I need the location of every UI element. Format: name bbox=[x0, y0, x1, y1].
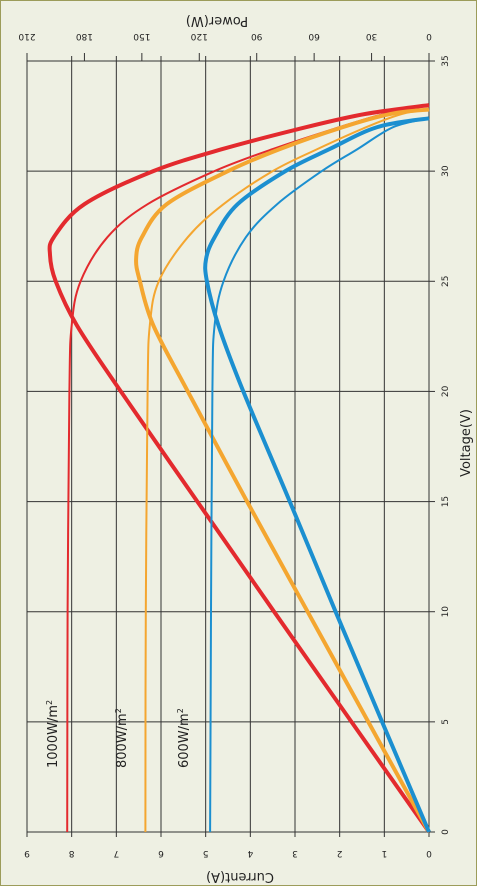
x-tick-label: 30 bbox=[441, 165, 451, 177]
power-tick-label: 90 bbox=[251, 31, 263, 41]
irradiance-label-0: 1000W/m2 bbox=[45, 700, 61, 768]
current-tick-label: 0 bbox=[426, 848, 432, 858]
irradiance-label-base: 800W/m bbox=[115, 713, 130, 768]
grid bbox=[26, 53, 435, 837]
current-tick-label: 7 bbox=[113, 848, 119, 858]
irradiance-label-2: 600W/m2 bbox=[176, 708, 192, 768]
power-tick-label: 0 bbox=[426, 31, 432, 41]
x-tick-label: 25 bbox=[441, 276, 451, 287]
x-tick-label: 35 bbox=[441, 55, 451, 66]
x-tick-label: 5 bbox=[441, 719, 451, 725]
current-tick-label: 6 bbox=[158, 848, 164, 858]
irradiance-label-base: 1000W/m bbox=[46, 705, 61, 768]
power-tick-label: 60 bbox=[308, 31, 320, 41]
irradiance-label-base: 600W/m bbox=[177, 713, 192, 768]
current-tick-label: 2 bbox=[337, 848, 343, 858]
irradiance-label-1: 800W/m2 bbox=[114, 708, 130, 768]
irradiance-label-sup: 2 bbox=[45, 700, 54, 705]
current-tick-label: 5 bbox=[203, 848, 209, 858]
x-tick-label: 10 bbox=[441, 606, 451, 618]
power-tick-label: 150 bbox=[133, 31, 150, 41]
current-tick-label: 3 bbox=[292, 848, 298, 858]
current-curve-2 bbox=[209, 117, 430, 833]
x-tick-label: 20 bbox=[441, 385, 451, 397]
current-tick-label: 9 bbox=[24, 848, 30, 858]
current-tick-label: 1 bbox=[381, 848, 387, 858]
x-tick-label: 0 bbox=[441, 829, 451, 835]
power-curve-1 bbox=[134, 107, 431, 833]
current-curve-1 bbox=[144, 108, 430, 833]
x-axis-label: Voltage(V) bbox=[459, 409, 474, 477]
power-axis-label: Power(W) bbox=[186, 13, 248, 28]
power-tick-label: 120 bbox=[190, 31, 207, 41]
irradiance-label-sup: 2 bbox=[176, 708, 185, 713]
curves bbox=[47, 103, 431, 834]
current-axis-label: Current(A) bbox=[206, 869, 274, 884]
power-tick-label: 180 bbox=[76, 31, 93, 41]
power-curve-0 bbox=[47, 103, 431, 834]
current-tick-label: 4 bbox=[247, 848, 253, 858]
x-tick-label: 15 bbox=[441, 496, 451, 507]
irradiance-label-sup: 2 bbox=[114, 708, 123, 713]
power-tick-label: 210 bbox=[18, 31, 35, 41]
power-curve-2 bbox=[203, 116, 431, 833]
current-tick-label: 8 bbox=[69, 848, 75, 858]
power-tick-label: 30 bbox=[366, 31, 378, 41]
ticks: 0510152025303501234567890306090120150180… bbox=[18, 31, 451, 858]
